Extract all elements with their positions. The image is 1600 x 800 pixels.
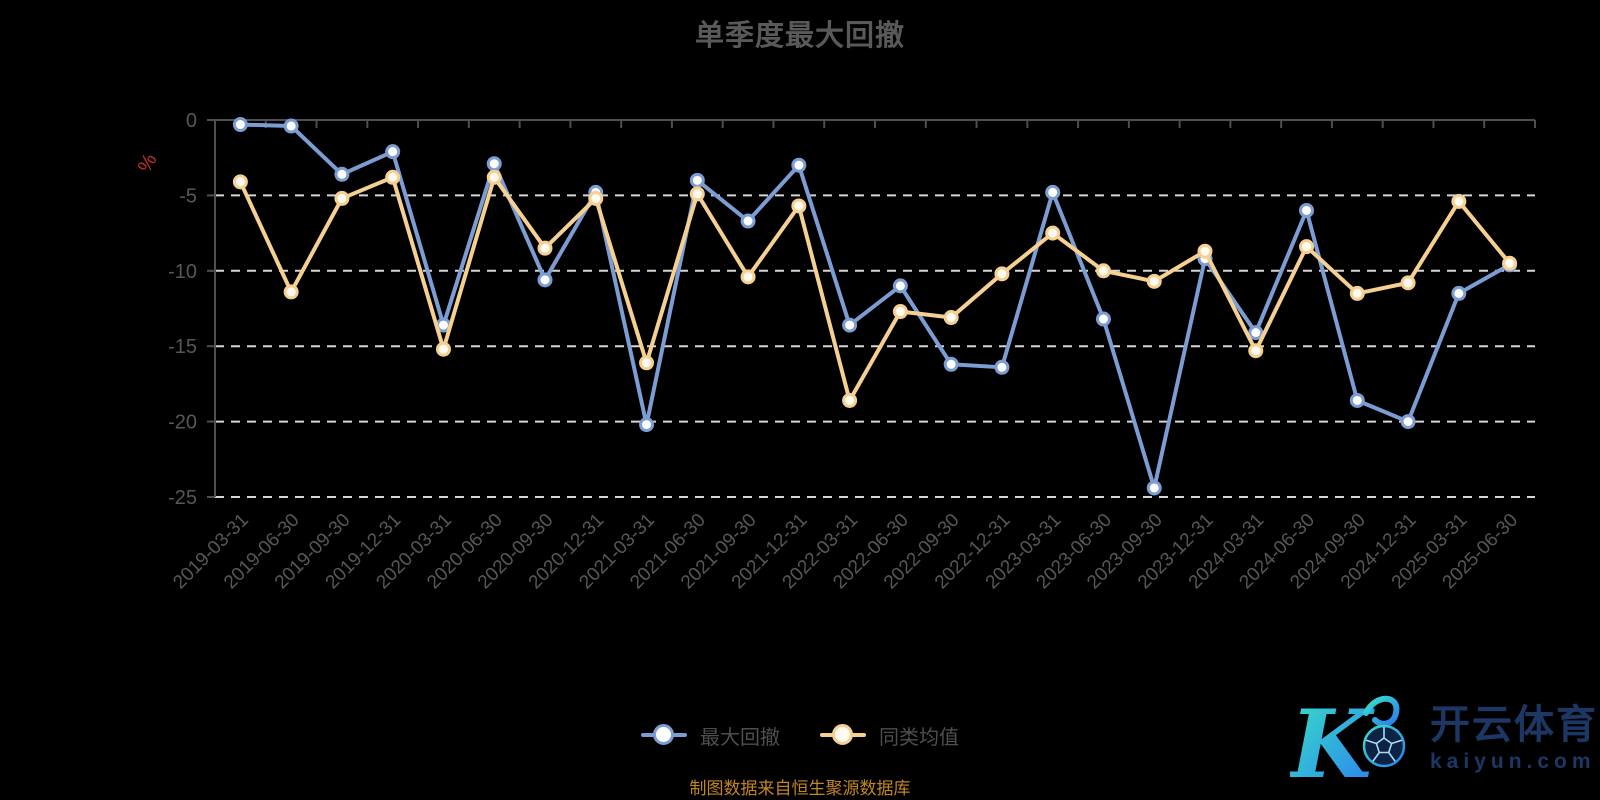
data-point-0-23[interactable] (1400, 414, 1416, 430)
data-point-0-0[interactable] (232, 117, 248, 133)
data-point-0-6[interactable] (537, 272, 553, 288)
data-point-1-24[interactable] (1451, 193, 1467, 209)
data-point-1-0[interactable] (232, 174, 248, 190)
data-point-0-10[interactable] (740, 213, 756, 229)
data-point-0-20[interactable] (1248, 325, 1264, 341)
data-point-1-18[interactable] (1146, 273, 1162, 289)
y-axis-label: -25 (168, 487, 197, 509)
data-point-0-3[interactable] (385, 144, 401, 160)
data-point-0-5[interactable] (486, 156, 502, 172)
svg-text:K: K (1290, 690, 1375, 791)
data-point-1-13[interactable] (892, 304, 908, 320)
data-point-1-10[interactable] (740, 269, 756, 285)
data-point-1-23[interactable] (1400, 275, 1416, 291)
chart-title: 单季度最大回撤 (694, 20, 905, 52)
data-point-1-12[interactable] (842, 392, 858, 408)
data-point-0-15[interactable] (994, 359, 1010, 375)
data-point-1-25[interactable] (1502, 255, 1518, 271)
data-point-1-14[interactable] (943, 310, 959, 326)
data-point-0-21[interactable] (1299, 202, 1315, 218)
legend-marker-icon (820, 723, 866, 747)
legend-item-1[interactable]: 同类均值 (820, 721, 959, 750)
y-axis-label: -15 (168, 336, 197, 358)
data-point-0-11[interactable] (791, 157, 807, 173)
data-point-1-11[interactable] (791, 198, 807, 214)
data-point-0-16[interactable] (1045, 184, 1061, 200)
kaiyun-watermark[interactable]: K 开云体育 kaiyun.com (1290, 686, 1600, 792)
legend-item-0[interactable]: 最大回撤 (641, 721, 780, 750)
watermark-domain: kaiyun.com (1430, 750, 1596, 773)
data-point-1-20[interactable] (1248, 343, 1264, 359)
data-point-0-1[interactable] (283, 118, 299, 134)
data-point-0-2[interactable] (334, 166, 350, 182)
data-point-0-13[interactable] (892, 278, 908, 294)
y-axis-label: -20 (168, 412, 197, 434)
data-point-1-2[interactable] (334, 190, 350, 206)
legend-label: 同类均值 (879, 726, 959, 749)
data-point-1-8[interactable] (639, 355, 655, 371)
series-line-1 (238, 175, 1512, 403)
data-point-1-17[interactable] (1095, 263, 1111, 279)
legend-marker-icon (641, 723, 687, 747)
data-point-0-12[interactable] (842, 317, 858, 333)
data-point-0-24[interactable] (1451, 285, 1467, 301)
data-point-0-8[interactable] (639, 417, 655, 433)
legend-label: 最大回撤 (700, 726, 780, 749)
data-point-1-15[interactable] (994, 266, 1010, 282)
data-point-1-1[interactable] (283, 284, 299, 300)
watermark-text: 开云体育 kaiyun.com (1430, 702, 1598, 776)
source-note: 制图数据来自恒生聚源数据库 (689, 779, 911, 798)
legend: 最大回撤 同类均值 (0, 710, 1600, 760)
watermark-brand-name: 开云体育 (1430, 703, 1598, 747)
data-point-0-17[interactable] (1095, 311, 1111, 327)
data-point-1-21[interactable] (1299, 239, 1315, 255)
data-point-1-16[interactable] (1045, 225, 1061, 241)
data-point-0-22[interactable] (1349, 392, 1365, 408)
y-axis-label: -5 (179, 185, 197, 207)
y-axis-label: 0 (186, 110, 197, 132)
kaiyun-logo-icon: K (1290, 690, 1406, 791)
data-point-1-3[interactable] (385, 169, 401, 185)
data-point-0-18[interactable] (1146, 480, 1162, 496)
data-point-1-6[interactable] (537, 240, 553, 256)
y-axis-label: -10 (168, 261, 197, 283)
data-point-1-22[interactable] (1349, 285, 1365, 301)
data-point-1-7[interactable] (588, 190, 604, 206)
data-point-0-14[interactable] (943, 356, 959, 372)
series-line-0 (238, 122, 1512, 490)
data-point-1-19[interactable] (1197, 243, 1213, 259)
data-point-1-9[interactable] (689, 186, 705, 202)
data-point-1-4[interactable] (435, 341, 451, 357)
data-point-1-5[interactable] (486, 169, 502, 185)
data-point-0-9[interactable] (689, 172, 705, 188)
y-axis-unit-label: % (134, 150, 162, 176)
